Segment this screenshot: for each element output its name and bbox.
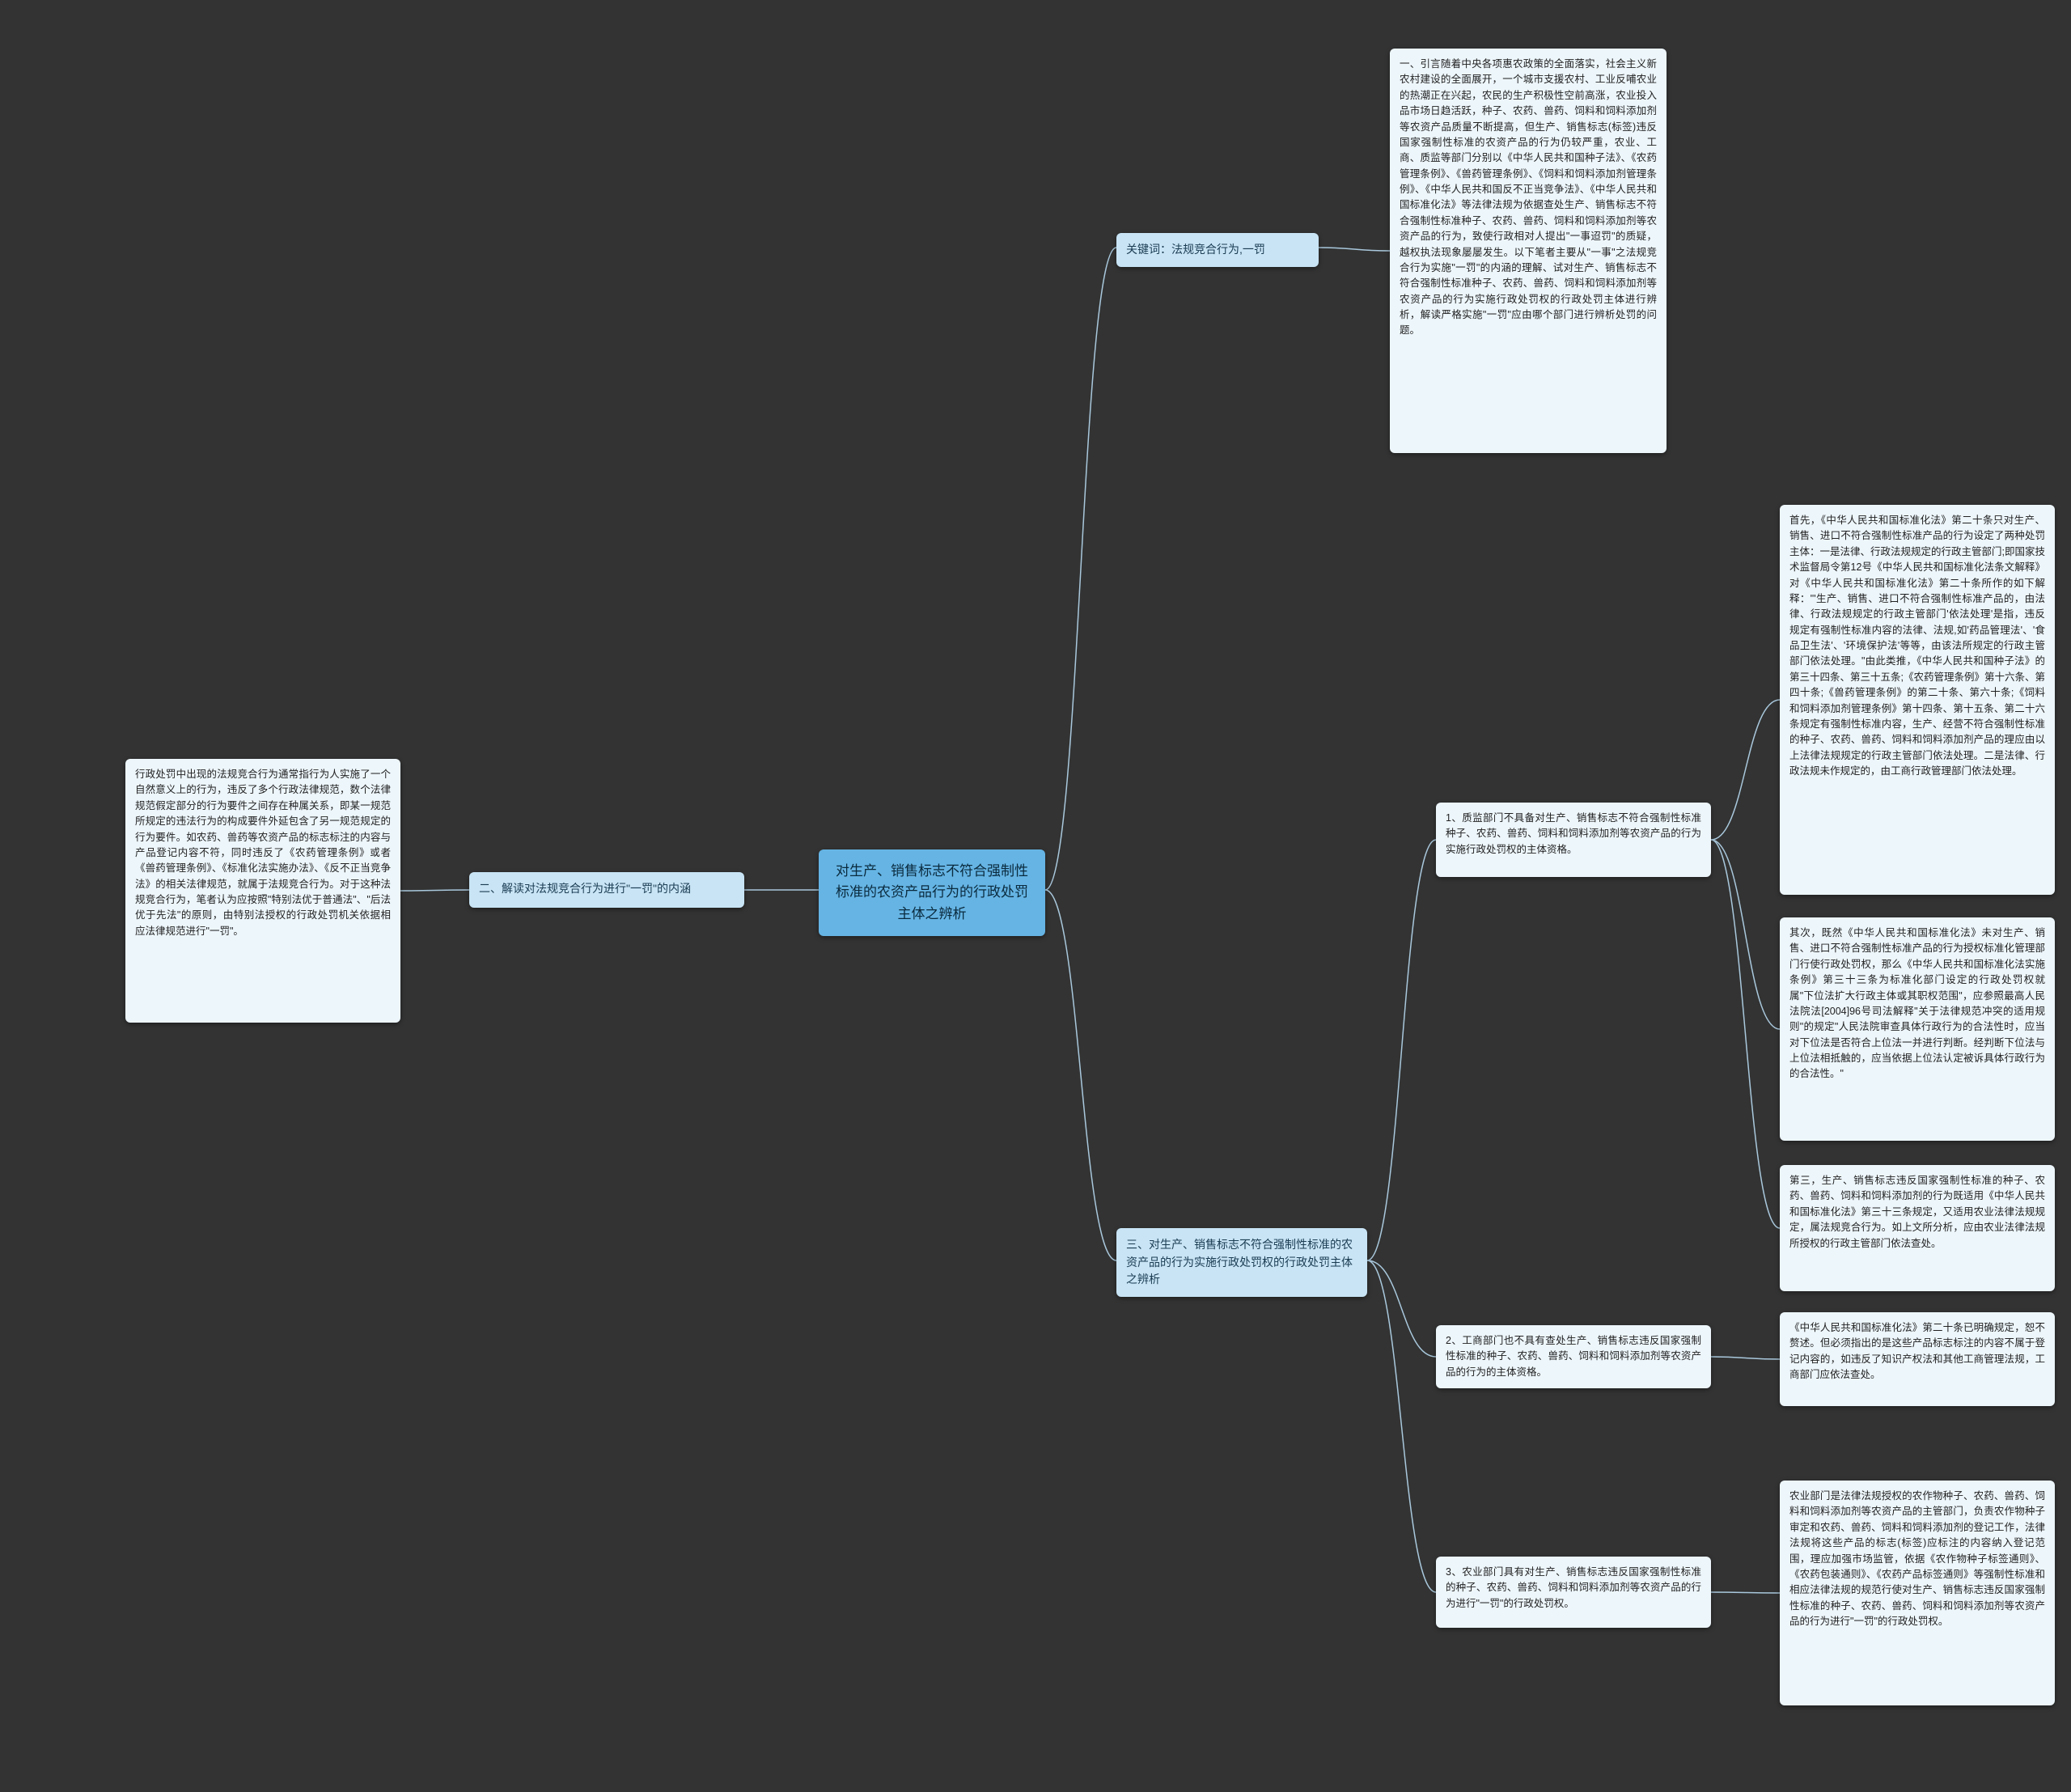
leaf-3-3-a[interactable]: 农业部门是法律法规授权的农作物种子、农药、兽药、饲料和饲料添加剂等农资产品的主管… xyxy=(1780,1481,2055,1705)
branch-section2[interactable]: 二、解读对法规竞合行为进行"一罚"的内涵 xyxy=(469,872,744,908)
leaf-intro[interactable]: 一、引言随着中央各项惠农政策的全面落实，社会主义新农村建设的全面展开，一个城市支… xyxy=(1390,49,1667,453)
leaf-section2-body[interactable]: 行政处罚中出现的法规竞合行为通常指行为人实施了一个自然意义上的行为，违反了多个行… xyxy=(125,759,400,1023)
leaf-3-1-c[interactable]: 第三，生产、销售标志违反国家强制性标准的种子、农药、兽药、饲料和饲料添加剂的行为… xyxy=(1780,1165,2055,1291)
leaf-3-1[interactable]: 1、质监部门不具备对生产、销售标志不符合强制性标准种子、农药、兽药、饲料和饲料添… xyxy=(1436,803,1711,877)
branch-keywords[interactable]: 关键词：法规竞合行为,一罚 xyxy=(1116,233,1319,267)
mindmap-canvas: 对生产、销售标志不符合强制性标准的农资产品行为的行政处罚主体之辨析 关键词：法规… xyxy=(0,0,2071,1792)
leaf-3-3[interactable]: 3、农业部门具有对生产、销售标志违反国家强制性标准的种子、农药、兽药、饲料和饲料… xyxy=(1436,1557,1711,1628)
leaf-3-1-b[interactable]: 其次，既然《中华人民共和国标准化法》未对生产、销售、进口不符合强制性标准产品的行… xyxy=(1780,917,2055,1141)
root-node[interactable]: 对生产、销售标志不符合强制性标准的农资产品行为的行政处罚主体之辨析 xyxy=(819,849,1045,936)
branch-section3[interactable]: 三、对生产、销售标志不符合强制性标准的农资产品的行为实施行政处罚权的行政处罚主体… xyxy=(1116,1228,1367,1297)
leaf-3-1-a[interactable]: 首先，《中华人民共和国标准化法》第二十条只对生产、销售、进口不符合强制性标准产品… xyxy=(1780,505,2055,895)
leaf-3-2-a[interactable]: 《中华人民共和国标准化法》第二十条已明确规定，恕不赘述。但必须指出的是这些产品标… xyxy=(1780,1312,2055,1406)
leaf-3-2[interactable]: 2、工商部门也不具有查处生产、销售标志违反国家强制性标准的种子、农药、兽药、饲料… xyxy=(1436,1325,1711,1388)
